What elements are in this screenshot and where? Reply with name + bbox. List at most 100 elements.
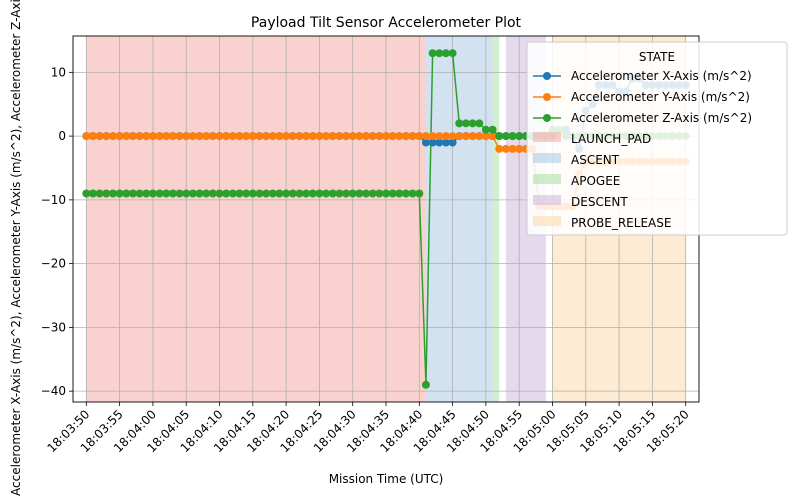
y-axis-label: Accelerometer X-Axis (m/s^2), Accelerome… bbox=[9, 0, 23, 496]
data-point bbox=[388, 189, 397, 198]
data-point bbox=[368, 132, 377, 141]
data-point bbox=[401, 132, 410, 141]
legend-label: DESCENT bbox=[571, 195, 628, 209]
data-point bbox=[308, 132, 317, 141]
legend-entry-descent: DESCENT bbox=[533, 195, 628, 209]
data-point bbox=[115, 132, 124, 141]
data-point bbox=[82, 132, 91, 141]
data-point bbox=[95, 132, 104, 141]
y-tick-label: 10 bbox=[51, 65, 66, 79]
data-point bbox=[328, 189, 337, 198]
data-point bbox=[275, 132, 284, 141]
data-point bbox=[455, 132, 464, 141]
data-point bbox=[248, 189, 257, 198]
data-point bbox=[375, 189, 384, 198]
data-point bbox=[155, 132, 164, 141]
legend-title: STATE bbox=[639, 50, 675, 64]
data-point bbox=[508, 132, 517, 141]
data-point bbox=[322, 132, 331, 141]
data-point bbox=[515, 144, 524, 153]
data-point bbox=[342, 189, 351, 198]
data-point bbox=[408, 132, 417, 141]
data-point bbox=[428, 49, 437, 58]
data-point bbox=[475, 119, 484, 128]
data-point bbox=[162, 189, 171, 198]
y-tick-label: −30 bbox=[41, 320, 66, 334]
data-point bbox=[368, 189, 377, 198]
legend-label: APOGEE bbox=[571, 174, 620, 188]
data-point bbox=[262, 132, 271, 141]
data-point bbox=[335, 132, 344, 141]
data-point bbox=[108, 132, 117, 141]
data-point bbox=[282, 189, 291, 198]
data-point bbox=[348, 189, 357, 198]
data-point bbox=[215, 189, 224, 198]
data-point bbox=[255, 189, 264, 198]
data-point bbox=[208, 132, 217, 141]
legend-box bbox=[526, 41, 788, 236]
data-point bbox=[488, 125, 497, 134]
data-point bbox=[228, 132, 237, 141]
data-point bbox=[448, 132, 457, 141]
data-point bbox=[415, 132, 424, 141]
data-point bbox=[295, 132, 304, 141]
data-point bbox=[115, 189, 124, 198]
data-point bbox=[242, 132, 251, 141]
state-span-apogee bbox=[492, 36, 500, 402]
data-point bbox=[421, 132, 430, 141]
data-point bbox=[128, 132, 137, 141]
data-point bbox=[508, 144, 517, 153]
y-axis-ticks: −40 −30 −20 −10 0 10 bbox=[41, 65, 73, 398]
data-point bbox=[128, 189, 137, 198]
data-point bbox=[215, 132, 224, 141]
data-point bbox=[315, 189, 324, 198]
data-point bbox=[268, 189, 277, 198]
legend-label: Accelerometer X-Axis (m/s^2) bbox=[571, 69, 752, 83]
data-point bbox=[188, 132, 197, 141]
data-point bbox=[435, 132, 444, 141]
data-point bbox=[441, 132, 450, 141]
data-point bbox=[95, 189, 104, 198]
data-point bbox=[501, 144, 510, 153]
data-point bbox=[495, 132, 504, 141]
data-point bbox=[82, 189, 91, 198]
x-axis-label: Mission Time (UTC) bbox=[329, 472, 444, 486]
data-point bbox=[168, 132, 177, 141]
data-point bbox=[268, 132, 277, 141]
data-point bbox=[382, 189, 390, 198]
legend-entry-ascent: ASCENT bbox=[533, 153, 620, 167]
data-point bbox=[348, 132, 357, 141]
legend-label: LAUNCH_PAD bbox=[571, 132, 651, 146]
data-point bbox=[242, 189, 251, 198]
data-point bbox=[202, 132, 211, 141]
data-point bbox=[515, 132, 524, 141]
data-point bbox=[308, 189, 317, 198]
legend: STATE Accelerometer X-Axis (m/s^2) Accele… bbox=[526, 41, 788, 236]
y-tick-label: −40 bbox=[41, 384, 66, 398]
data-point bbox=[102, 189, 111, 198]
y-tick-label: −10 bbox=[41, 193, 66, 207]
data-point bbox=[335, 189, 344, 198]
data-point bbox=[322, 189, 331, 198]
state-span-launch-pad bbox=[86, 36, 426, 402]
data-point bbox=[481, 132, 490, 141]
data-point bbox=[448, 138, 457, 147]
data-point bbox=[222, 132, 231, 141]
data-point bbox=[222, 189, 231, 198]
data-point bbox=[135, 189, 144, 198]
legend-label: Accelerometer Y-Axis (m/s^2) bbox=[571, 90, 750, 104]
data-point bbox=[441, 49, 450, 58]
data-point bbox=[88, 132, 97, 141]
data-point bbox=[362, 189, 371, 198]
data-point bbox=[255, 132, 264, 141]
data-point bbox=[421, 138, 430, 147]
data-point bbox=[202, 189, 211, 198]
data-point bbox=[461, 119, 470, 128]
data-point bbox=[175, 132, 184, 141]
data-point bbox=[275, 189, 284, 198]
data-point bbox=[148, 189, 157, 198]
data-point bbox=[468, 132, 477, 141]
data-point bbox=[195, 132, 204, 141]
legend-entry-apogee: APOGEE bbox=[533, 174, 620, 188]
